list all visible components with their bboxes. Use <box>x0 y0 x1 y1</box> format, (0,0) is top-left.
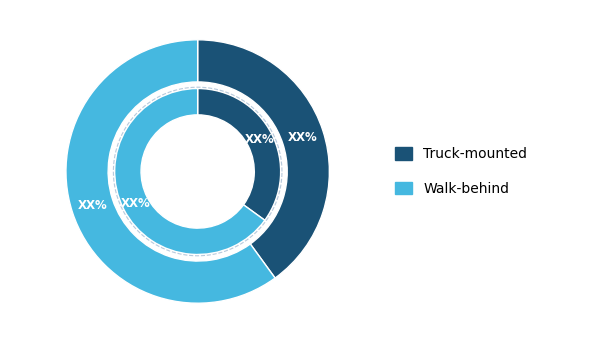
Wedge shape <box>66 40 275 303</box>
Text: XX%: XX% <box>120 197 150 210</box>
Legend: Truck-mounted, Walk-behind: Truck-mounted, Walk-behind <box>390 142 533 201</box>
Wedge shape <box>198 88 281 220</box>
Text: XX%: XX% <box>245 133 275 146</box>
Wedge shape <box>114 88 265 255</box>
Wedge shape <box>198 40 329 278</box>
Text: XX%: XX% <box>288 131 317 144</box>
Text: XX%: XX% <box>78 199 107 212</box>
